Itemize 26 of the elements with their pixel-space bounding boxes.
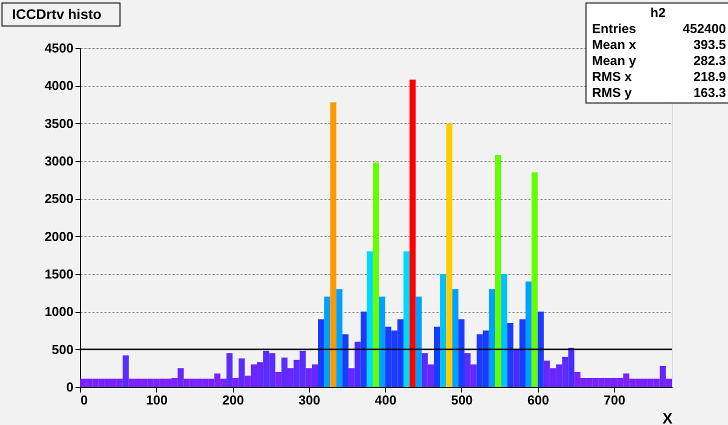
x-tick-label: 500 bbox=[451, 392, 473, 408]
y-tick-label: 4000 bbox=[44, 78, 74, 94]
x-tick-label: 400 bbox=[374, 392, 397, 408]
x-tick-label: 200 bbox=[222, 392, 244, 408]
y-tick-label: 2500 bbox=[44, 191, 74, 206]
text: h2 bbox=[650, 5, 666, 20]
x-axis-title: X bbox=[662, 410, 672, 425]
y-tick-label: 1500 bbox=[44, 266, 74, 282]
y-tick-label: 1000 bbox=[44, 304, 74, 320]
x-tick-label: 600 bbox=[527, 392, 550, 408]
text: Mean y 282.3 bbox=[592, 53, 726, 68]
text: Entries 452400 bbox=[592, 21, 726, 36]
text: Mean x 393.5 bbox=[592, 37, 726, 52]
y-tick-label: 500 bbox=[52, 342, 74, 357]
x-tick-label: 300 bbox=[298, 392, 320, 408]
y-tick-label: 0 bbox=[66, 380, 74, 394]
x-tick-label: 0 bbox=[80, 392, 88, 408]
y-tick-label: 3000 bbox=[44, 154, 74, 168]
x-tick-label: 700 bbox=[604, 392, 626, 408]
text: RMS x 218.9 bbox=[592, 69, 726, 84]
y-tick-label: 4500 bbox=[44, 40, 74, 56]
x-tick-label: 100 bbox=[146, 392, 168, 408]
y-tick-label: 3500 bbox=[44, 116, 74, 131]
text: RMS y 163.3 bbox=[592, 85, 726, 100]
y-tick-label: 2000 bbox=[44, 228, 74, 244]
chart-title: ICCDrtv histo bbox=[12, 6, 102, 22]
